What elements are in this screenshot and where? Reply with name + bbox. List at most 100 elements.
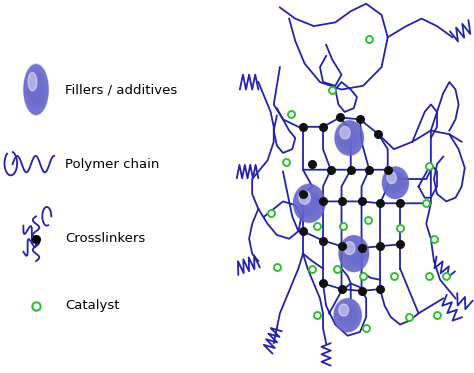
Text: Fillers / additives: Fillers / additives	[65, 83, 177, 96]
Circle shape	[348, 246, 360, 261]
Circle shape	[294, 185, 325, 222]
Circle shape	[353, 253, 355, 254]
Circle shape	[299, 191, 320, 216]
Circle shape	[347, 245, 361, 262]
Circle shape	[339, 305, 356, 326]
Circle shape	[299, 191, 310, 204]
Circle shape	[338, 125, 360, 151]
Text: Catalyst: Catalyst	[65, 300, 119, 312]
Circle shape	[335, 120, 364, 156]
Circle shape	[340, 127, 358, 149]
Circle shape	[24, 65, 48, 114]
Circle shape	[34, 84, 38, 95]
Circle shape	[338, 304, 357, 326]
Circle shape	[302, 194, 317, 212]
Text: Crosslinkers: Crosslinkers	[65, 232, 145, 245]
Circle shape	[308, 201, 311, 205]
Circle shape	[344, 310, 352, 320]
Circle shape	[339, 236, 368, 272]
Circle shape	[346, 313, 349, 317]
Circle shape	[383, 167, 408, 198]
Circle shape	[309, 202, 310, 204]
Circle shape	[346, 244, 362, 263]
Circle shape	[293, 184, 326, 223]
Circle shape	[393, 180, 398, 185]
Circle shape	[337, 124, 361, 152]
Circle shape	[388, 174, 403, 192]
Circle shape	[392, 179, 399, 187]
Circle shape	[346, 243, 362, 264]
Circle shape	[344, 132, 355, 144]
Circle shape	[385, 170, 406, 195]
Circle shape	[294, 185, 325, 222]
Circle shape	[28, 74, 44, 105]
Circle shape	[307, 200, 311, 206]
Circle shape	[298, 189, 320, 217]
Circle shape	[339, 236, 368, 272]
Circle shape	[339, 126, 359, 150]
Circle shape	[349, 248, 358, 259]
Circle shape	[23, 63, 49, 116]
Circle shape	[392, 178, 400, 188]
Circle shape	[335, 121, 363, 155]
Circle shape	[352, 251, 356, 257]
Circle shape	[343, 309, 353, 321]
Circle shape	[343, 131, 355, 145]
Circle shape	[29, 75, 43, 104]
Circle shape	[28, 72, 37, 91]
Circle shape	[24, 65, 48, 114]
Circle shape	[334, 298, 362, 332]
Circle shape	[296, 188, 322, 219]
Circle shape	[344, 311, 351, 319]
Circle shape	[34, 85, 38, 93]
Circle shape	[340, 237, 368, 270]
Circle shape	[347, 135, 351, 141]
Circle shape	[346, 313, 350, 318]
Circle shape	[387, 173, 403, 192]
Circle shape	[345, 242, 363, 265]
Circle shape	[350, 249, 358, 258]
Circle shape	[348, 136, 351, 140]
Circle shape	[390, 176, 401, 189]
Circle shape	[336, 122, 363, 154]
Circle shape	[343, 130, 356, 146]
Circle shape	[384, 169, 407, 197]
Circle shape	[338, 303, 357, 327]
Circle shape	[27, 71, 45, 108]
Circle shape	[306, 199, 312, 207]
Circle shape	[341, 238, 367, 269]
Circle shape	[348, 137, 350, 139]
Circle shape	[383, 167, 408, 198]
Circle shape	[300, 192, 318, 214]
Circle shape	[32, 80, 40, 98]
Circle shape	[294, 185, 324, 221]
Circle shape	[339, 125, 360, 151]
Circle shape	[301, 193, 317, 213]
Circle shape	[303, 196, 315, 210]
Circle shape	[33, 83, 39, 96]
Circle shape	[295, 186, 323, 220]
Circle shape	[337, 123, 362, 153]
Circle shape	[345, 133, 354, 143]
Circle shape	[335, 121, 363, 155]
Circle shape	[334, 299, 361, 332]
Circle shape	[334, 299, 361, 332]
Circle shape	[342, 129, 356, 147]
Circle shape	[384, 170, 406, 196]
Circle shape	[395, 182, 396, 184]
Circle shape	[387, 172, 404, 194]
Circle shape	[344, 242, 364, 266]
Circle shape	[30, 78, 42, 101]
Circle shape	[35, 87, 37, 92]
Circle shape	[335, 300, 360, 330]
Circle shape	[27, 70, 46, 109]
Circle shape	[340, 306, 356, 325]
Circle shape	[25, 66, 47, 113]
Circle shape	[346, 134, 352, 142]
Circle shape	[339, 304, 349, 316]
Circle shape	[341, 239, 366, 269]
Circle shape	[336, 301, 360, 330]
Circle shape	[304, 197, 314, 209]
Circle shape	[351, 250, 357, 257]
Circle shape	[297, 188, 321, 218]
